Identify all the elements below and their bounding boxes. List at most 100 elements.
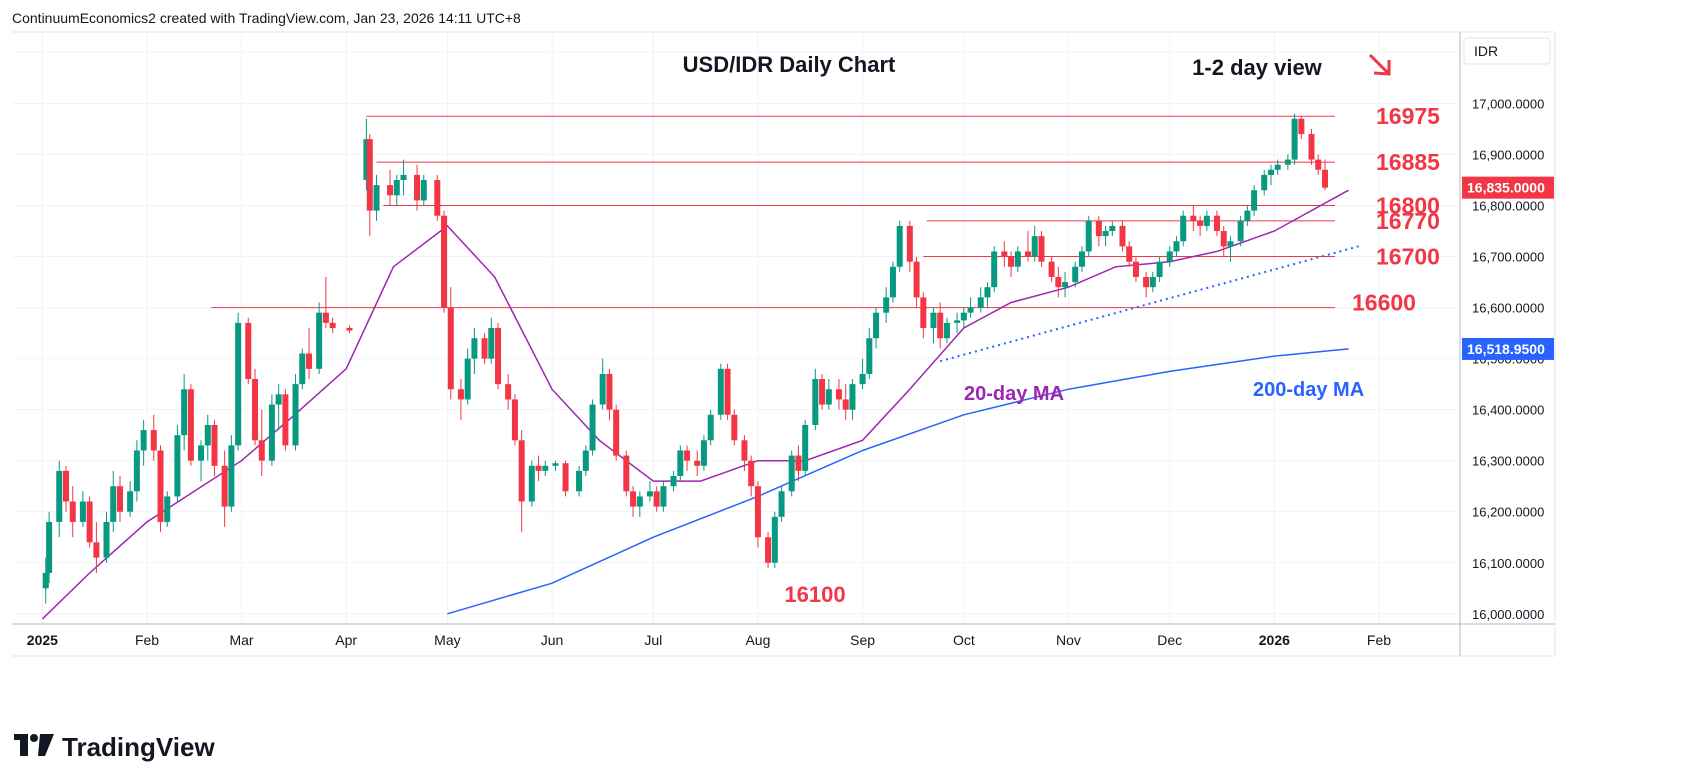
candle-body — [646, 491, 653, 497]
candle-body — [1132, 261, 1139, 277]
candle-body — [802, 424, 809, 471]
candle-body — [187, 389, 194, 461]
candle-body — [613, 409, 620, 456]
candle-body — [920, 297, 927, 328]
candle-body — [150, 430, 157, 451]
candle-body — [133, 450, 140, 492]
x-tick-label: Aug — [745, 632, 770, 648]
tradingview-brand[interactable]: TradingView — [14, 732, 215, 763]
candle-body — [694, 460, 701, 466]
ma200-line — [447, 348, 1349, 615]
currency-box — [1463, 37, 1551, 65]
candle-body — [788, 455, 795, 492]
candle-body — [488, 328, 495, 359]
candle-body — [741, 440, 748, 461]
candle-body — [505, 384, 512, 400]
candle-body — [457, 389, 464, 400]
candle-body — [511, 399, 518, 441]
down-arrow-icon — [1368, 53, 1391, 76]
candle-body — [1190, 215, 1197, 221]
candle-body — [198, 445, 205, 461]
candle-body — [819, 379, 826, 405]
price-badge — [1462, 337, 1554, 360]
candle-body — [954, 320, 961, 323]
candle-body — [110, 486, 117, 522]
price-badge-label: 16,835.0000 — [1467, 180, 1545, 196]
candle-body — [221, 465, 228, 507]
candle-body — [1062, 282, 1069, 288]
usd-idr-chart[interactable]: 16,000.0000 16,100.0000 16,200.0000 16,300.… — [0, 0, 1690, 720]
candle-body — [441, 215, 448, 308]
candle-body — [1038, 236, 1045, 262]
level-label: 16800 — [1376, 193, 1440, 219]
candle-body — [1078, 251, 1085, 267]
candle-body — [1109, 225, 1116, 232]
candle-body — [1197, 220, 1204, 226]
level-label: 16600 — [1352, 290, 1416, 316]
y-tick-label: 16,900.0000 — [1472, 147, 1544, 162]
candle-body — [1156, 261, 1163, 277]
candle-body — [495, 328, 502, 385]
candle-body — [960, 312, 967, 321]
candle-body — [1244, 210, 1251, 221]
currency-label: IDR — [1474, 43, 1498, 59]
candle-body — [306, 353, 313, 369]
price-badge — [1462, 176, 1554, 199]
candle-body — [252, 379, 259, 441]
candle-body — [1024, 251, 1031, 257]
arrow-shaft — [1368, 53, 1390, 75]
chart-title: USD/IDR Daily Chart — [683, 52, 896, 77]
level-label: 16700 — [1376, 244, 1440, 270]
candle-body — [1048, 261, 1055, 277]
view-text: 1-2 day view — [1192, 55, 1323, 80]
candle-body — [93, 542, 100, 558]
x-tick-label: Nov — [1056, 632, 1081, 648]
candle-body — [387, 185, 394, 196]
ma200-label: 200-day MA — [1253, 379, 1364, 401]
candle-body — [346, 328, 353, 331]
grid — [12, 32, 1460, 624]
candle-body — [835, 389, 842, 400]
candle-body — [471, 338, 478, 359]
x-tick-label: Jun — [541, 632, 564, 648]
candle-body — [228, 445, 235, 507]
candle-body — [117, 486, 124, 512]
candle-body — [937, 312, 944, 339]
candle-body — [127, 491, 134, 512]
candle-body — [481, 338, 488, 359]
price-badge-label: 16,518.9500 — [1467, 341, 1545, 357]
candle-body — [700, 440, 707, 466]
candle-body — [1072, 266, 1079, 283]
candle-body — [542, 465, 549, 471]
candle-body — [630, 491, 637, 507]
x-tick-label: Sep — [850, 632, 875, 648]
candle-body — [599, 373, 606, 405]
candle-body — [1119, 225, 1126, 247]
x-tick-label: Jul — [644, 632, 662, 648]
candle-body — [157, 450, 164, 522]
candle-body — [825, 389, 832, 405]
candle-body — [623, 455, 630, 492]
candle-body — [562, 463, 569, 492]
candle-body — [1267, 169, 1274, 175]
candle-body — [795, 455, 802, 471]
candle-body — [1261, 174, 1268, 191]
candle-body — [1085, 220, 1092, 252]
candle-body — [414, 174, 421, 201]
candle-body — [282, 394, 289, 446]
candle-body — [684, 450, 691, 461]
y-tick-label: 16,800.0000 — [1472, 199, 1544, 214]
candle-body — [930, 312, 937, 328]
chart-header: ContinuumEconomics2 created with Trading… — [12, 10, 521, 26]
candle-body — [967, 307, 974, 313]
candle-body — [812, 379, 819, 425]
x-tick-label: Mar — [229, 632, 253, 648]
support-resistance-levels — [211, 115, 1359, 363]
candle-body — [1203, 215, 1210, 226]
candle-body — [859, 373, 866, 385]
candle-body — [1251, 190, 1258, 211]
candle-body — [552, 463, 559, 466]
candle-body — [164, 496, 171, 522]
candle-body — [1031, 236, 1038, 257]
